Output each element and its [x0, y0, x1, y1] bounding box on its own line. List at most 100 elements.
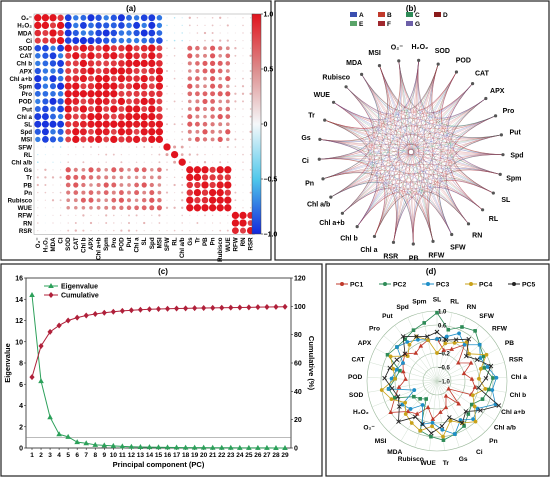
heatmap-cell	[75, 162, 76, 163]
heatmap-cell	[67, 230, 69, 232]
heatmap-cell	[242, 63, 243, 64]
heatmap-cell	[45, 222, 46, 223]
heatmap-cell	[34, 113, 41, 120]
heatmap-cell	[111, 183, 116, 188]
heatmap-cell	[156, 91, 162, 97]
heatmap-cell	[212, 146, 213, 147]
heatmap-cell	[182, 63, 183, 64]
heatmap-cell	[149, 83, 155, 89]
heatmap-cell	[127, 206, 131, 210]
heatmap-cell	[203, 46, 207, 50]
heatmap-cell	[250, 177, 251, 178]
scree-y-tick-label: 8	[19, 361, 23, 368]
heatmap-cell	[166, 207, 168, 209]
heatmap-cell	[219, 39, 221, 41]
chord-node	[481, 208, 484, 211]
heatmap-cell	[57, 106, 64, 113]
heatmap-cell	[181, 192, 183, 194]
heatmap-cell	[173, 145, 176, 148]
heatmap-cell	[104, 182, 109, 187]
radar-axis-label: Chl a/b	[494, 425, 516, 432]
heatmap-cell	[42, 106, 49, 113]
radar-point	[485, 353, 489, 357]
heatmap-cell	[250, 139, 251, 140]
heatmap-cell	[72, 37, 79, 44]
radar-point	[457, 331, 461, 335]
chord-link	[437, 186, 483, 235]
heatmap-cell	[133, 98, 139, 104]
chord-node-label: WUE	[314, 92, 331, 99]
chord-node-label: SFW	[450, 245, 466, 252]
heatmap-cell	[103, 83, 110, 90]
heatmap-cell	[65, 45, 72, 52]
heatmap-cell	[80, 121, 87, 128]
radar-point	[478, 343, 482, 347]
heatmap-cell	[187, 182, 193, 188]
heatmap-cell	[98, 162, 99, 163]
heatmap-cell	[73, 60, 79, 66]
heatmap-cell	[174, 131, 175, 132]
heatmap-cell	[174, 215, 175, 216]
heatmap-cell	[250, 162, 251, 163]
heatmap-col-label: MSI	[156, 237, 163, 248]
chord-node-label: O₂⁻	[391, 44, 404, 51]
heatmap-cell	[42, 136, 49, 143]
heatmap-cell	[166, 131, 167, 132]
scree-y-tick-label: 12	[15, 318, 23, 325]
radar-point	[418, 397, 422, 401]
heatmap-cell	[158, 161, 160, 163]
heatmap-cell	[44, 169, 46, 171]
heatmap-cell	[49, 14, 56, 21]
radar-axis-label: RSR	[509, 357, 523, 364]
heatmap-cell	[136, 230, 138, 232]
chord-legend-swatch	[378, 21, 385, 26]
scree-point-cumulative	[129, 307, 134, 313]
heatmap-cell	[249, 93, 251, 95]
heatmap-cell	[113, 146, 114, 147]
heatmap-cell	[156, 53, 162, 59]
radar-axis-label: Put	[382, 313, 393, 320]
heatmap-cell	[232, 227, 239, 234]
heatmap-cell	[226, 84, 230, 88]
heatmap-cell	[202, 129, 207, 134]
heatmap-cell	[141, 98, 148, 105]
chord-node	[455, 70, 458, 73]
heatmap-cell	[148, 60, 155, 67]
heatmap-cell	[166, 123, 168, 125]
heatmap-cell	[35, 99, 40, 104]
heatmap-cell	[141, 136, 147, 142]
chord-node	[323, 118, 326, 121]
radar-spoke	[367, 377, 437, 381]
radar-legend-label: PC1	[350, 282, 363, 289]
chord-legend-label: G	[415, 21, 420, 28]
heatmap-cell	[113, 154, 115, 156]
heatmap-cell	[234, 47, 236, 49]
heatmap-cell	[242, 55, 243, 56]
heatmap-cell	[90, 154, 91, 155]
chord-node	[356, 225, 359, 228]
heatmap-cell	[210, 107, 215, 112]
heatmap-cell	[37, 230, 38, 231]
chord-node-label: RFW	[428, 252, 444, 259]
heatmap-cell	[60, 230, 61, 231]
heatmap-cell	[202, 197, 209, 204]
heatmap-cell	[166, 40, 167, 41]
heatmap-cell	[242, 200, 243, 201]
heatmap-cell	[73, 106, 79, 112]
heatmap-col-label: SOD	[65, 237, 72, 251]
heatmap-cell	[37, 192, 38, 193]
heatmap-cell	[133, 113, 140, 120]
heatmap-cell	[148, 113, 155, 120]
heatmap-cell	[174, 230, 176, 232]
chord-link	[454, 155, 503, 194]
heatmap-cell	[209, 197, 216, 204]
heatmap-cell	[187, 91, 192, 96]
heatmap-cell	[157, 167, 162, 172]
heatmap-cell	[174, 123, 176, 125]
heatmap-cell	[83, 154, 84, 155]
heatmap-cell	[174, 17, 176, 19]
heatmap-cell	[187, 53, 192, 58]
heatmap-cell	[118, 53, 124, 59]
heatmap-cell	[95, 75, 102, 82]
chord-node	[492, 191, 495, 194]
